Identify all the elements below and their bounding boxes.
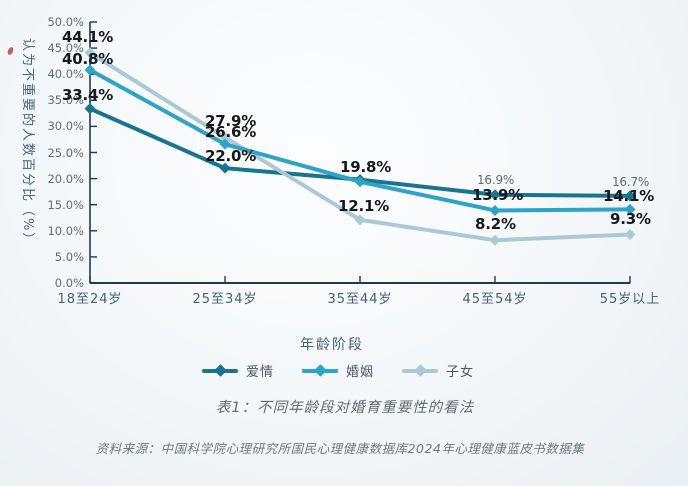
data-point-marker	[489, 204, 501, 216]
data-point-marker	[489, 234, 501, 246]
x-tick-label: 55岁以上	[599, 292, 661, 307]
data-point-marker	[219, 131, 231, 143]
data-label-婚姻: 13.9%	[472, 186, 524, 205]
legend-label: 爱情	[245, 365, 274, 380]
data-point-marker	[354, 214, 366, 226]
data-point-marker	[624, 203, 636, 215]
x-tick-label: 25至34岁	[192, 292, 258, 307]
chart-caption: 表1：不同年龄段对婚育重要性的看法	[215, 400, 475, 416]
data-point-marker	[219, 162, 231, 174]
data-label-子女: 27.9%	[205, 112, 257, 131]
data-label-爱情: 19.8%	[340, 157, 392, 176]
data-label-子女: 9.3%	[610, 210, 651, 229]
data-label-爱情: 22.0%	[205, 147, 257, 166]
y-tick-label: 5.0%	[54, 249, 84, 264]
source-note: 资料来源：中国科学院心理研究所国民心理健康数据库2024年心理健康蓝皮书数据集	[95, 441, 585, 456]
legend-label: 子女	[446, 365, 475, 380]
data-point-marker	[84, 64, 96, 76]
y-tick-label: 20.0%	[47, 171, 84, 186]
data-label-婚姻: 26.6%	[205, 123, 257, 142]
data-label-子女: 12.1%	[338, 196, 390, 215]
y-tick-label: 45.0%	[47, 41, 84, 56]
y-tick-label: 15.0%	[47, 197, 84, 212]
data-point-marker	[84, 47, 96, 59]
legend: 爱情 婚姻 子女	[0, 361, 676, 380]
y-tick-label: 50.0%	[47, 15, 84, 29]
legend-marker-icon	[301, 364, 338, 377]
data-point-marker	[84, 103, 96, 115]
data-label-爱情: 16.7%	[612, 174, 650, 189]
y-tick-label: 30.0%	[47, 119, 84, 134]
data-point-marker	[624, 228, 636, 240]
legend-diamond-icon	[414, 364, 427, 377]
y-tick-label: 40.0%	[47, 67, 84, 82]
data-label-子女: 44.1%	[62, 27, 114, 46]
x-tick-label: 45至54岁	[462, 292, 528, 307]
legend-label: 婚姻	[345, 365, 374, 380]
y-axis-title: 认为不重要的人数百分比（%）	[20, 38, 35, 248]
y-tick-label: 25.0%	[47, 145, 84, 160]
data-point-marker	[624, 190, 636, 202]
data-point-marker	[489, 189, 501, 201]
data-label-爱情: 33.4%	[62, 85, 114, 104]
data-label-婚姻: 14.1%	[603, 187, 655, 206]
x-axis-title: 年龄阶段	[300, 337, 364, 353]
legend-item-爱情: 爱情	[201, 361, 274, 380]
data-label-婚姻: 40.8%	[62, 50, 114, 69]
x-tick-label: 35至44岁	[327, 292, 393, 307]
data-label-子女: 8.2%	[475, 215, 516, 234]
legend-diamond-icon	[214, 364, 227, 377]
data-point-marker	[219, 138, 231, 150]
y-tick-label: 10.0%	[47, 223, 84, 238]
data-point-marker	[354, 176, 366, 188]
legend-item-婚姻: 婚姻	[301, 361, 374, 380]
legend-diamond-icon	[314, 364, 327, 377]
legend-marker-icon	[402, 364, 438, 377]
legend-item-子女: 子女	[402, 361, 474, 380]
data-label-爱情: 16.9%	[477, 172, 515, 187]
legend-marker-icon	[201, 364, 238, 377]
y-tick-label: 35.0%	[47, 93, 84, 108]
y-tick-label: 0.0%	[54, 276, 84, 290]
x-tick-label: 18至24岁	[57, 292, 123, 307]
series-line-婚姻	[88, 68, 632, 213]
